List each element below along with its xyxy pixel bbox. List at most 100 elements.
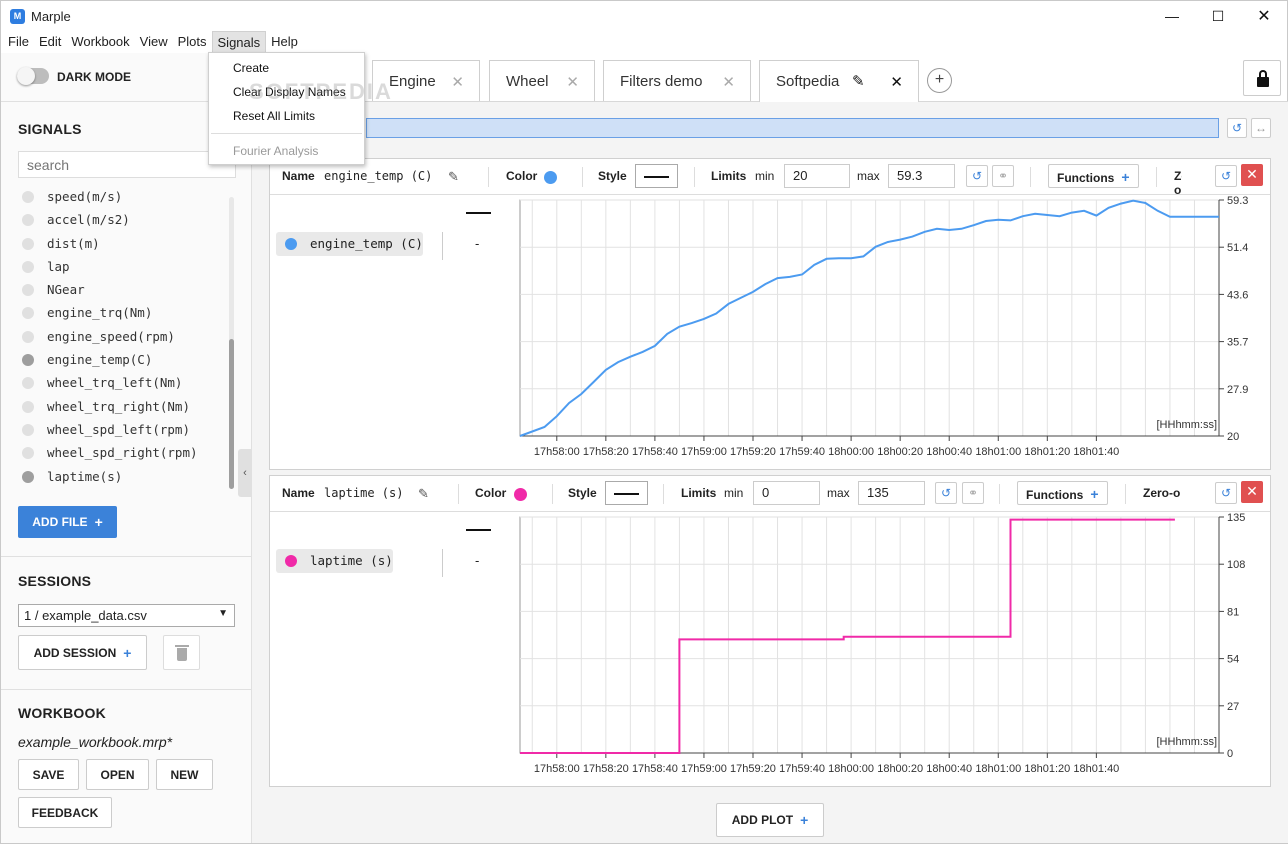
edit-name-pencil-icon[interactable]: ✎ [448,169,459,184]
signal-item[interactable]: engine_trq(Nm) [18,301,228,324]
menu-file[interactable]: File [8,34,29,49]
reset-plot-icon[interactable]: ↺ [1215,165,1237,187]
close-window-icon[interactable]: ✕ [1257,8,1271,25]
window-title: Marple [31,9,71,24]
signal-item[interactable]: wheel_trq_right(Nm) [18,395,228,418]
close-tab-icon[interactable]: ✕ [722,74,735,91]
expand-range-icon[interactable]: ↔ [1251,118,1271,138]
name-label: Name [282,486,315,500]
reset-range-icon[interactable]: ↺ [1227,118,1247,138]
reset-limits-icon[interactable]: ↺ [966,165,988,187]
tab-filters-demo[interactable]: Filters demo ✕ [603,60,751,101]
signal-toggle-dot[interactable] [22,237,34,250]
collapse-sidebar-icon[interactable]: ‹ [238,449,252,497]
save-button[interactable]: SAVE [18,759,79,790]
min-limit-input[interactable]: 0 [753,481,820,505]
signal-item[interactable]: accel(m/s2) [18,208,228,231]
minimize-icon[interactable]: — [1165,8,1179,24]
reset-plot-icon[interactable]: ↺ [1215,482,1237,504]
signal-item[interactable]: NGear [18,278,228,301]
menu-workbook[interactable]: Workbook [71,34,130,49]
min-limit-input[interactable]: 20 [784,164,850,188]
signal-toggle-dot[interactable] [22,307,34,320]
menu-edit[interactable]: Edit [38,34,62,49]
x-tick-label: 17h59:00 [681,446,727,458]
functions-button[interactable]: Functions + [1048,164,1139,188]
x-tick-label: 17h59:20 [730,763,776,775]
maximize-icon[interactable]: ☐ [1211,7,1225,24]
line-style-select[interactable] [605,481,648,505]
session-select[interactable]: 1 / example_data.csv ▼ [18,604,235,627]
signal-item[interactable]: lap [18,255,228,278]
signal-toggle-dot[interactable] [22,400,34,413]
menu-item-create[interactable]: Create [233,61,270,75]
y-tick-label: 27 [1227,701,1239,713]
signal-toggle-dot[interactable] [22,214,34,227]
edit-tab-pencil-icon[interactable]: ✎ [852,73,865,90]
menu-signals[interactable]: Signals [211,31,267,53]
signal-search-input[interactable] [18,151,236,178]
signal-item[interactable]: laptime(s) [18,465,228,488]
new-button[interactable]: NEW [156,759,213,790]
add-session-button[interactable]: ADD SESSION + [18,635,147,670]
add-plot-button[interactable]: ADD PLOT + [716,803,824,837]
functions-button[interactable]: Functions + [1017,481,1108,505]
tab-wheel[interactable]: Wheel ✕ [489,60,595,101]
signal-toggle-dot[interactable] [22,423,34,436]
signal-item[interactable]: speed(m/s) [18,185,228,208]
signal-item[interactable]: wheel_spd_right(rpm) [18,441,228,464]
menu-help[interactable]: Help [271,34,298,49]
tab-softpedia[interactable]: Softpedia ✎ ✕ [759,60,919,102]
max-limit-input[interactable]: 59.3 [888,164,955,188]
legend-entry[interactable]: engine_temp (C) [276,232,423,256]
signal-item[interactable]: dist(m) [18,232,228,255]
color-picker-dot[interactable] [544,171,557,184]
signal-toggle-dot[interactable] [22,377,34,390]
legend-entry[interactable]: laptime (s) [276,549,393,573]
signal-toggle-dot[interactable] [22,470,34,483]
dark-mode-toggle[interactable] [17,67,49,85]
link-limits-icon[interactable]: ⚭ [992,165,1014,187]
signal-toggle-dot[interactable] [22,260,34,273]
signal-toggle-dot[interactable] [22,330,34,343]
add-tab-icon[interactable]: + [927,68,952,93]
menu-view[interactable]: View [139,34,168,49]
feedback-button[interactable]: FEEDBACK [18,797,112,828]
signal-list-scroll-thumb[interactable] [229,339,234,489]
menu-plots[interactable]: Plots [177,34,207,49]
max-limit-input[interactable]: 135 [858,481,925,505]
edit-name-pencil-icon[interactable]: ✎ [418,486,429,501]
signal-toggle-dot[interactable] [22,354,34,367]
max-label: max [827,486,850,500]
close-tab-icon[interactable]: ✕ [566,74,579,91]
reset-limits-icon[interactable]: ↺ [935,482,957,504]
menu-item-clear-display-names[interactable]: Clear Display Names [233,85,346,99]
signal-name: speed(m/s) [47,189,123,204]
delete-plot-icon[interactable]: ✕ [1241,481,1263,503]
signal-toggle-dot[interactable] [22,447,34,460]
divider [1,689,251,690]
time-range-slider[interactable] [366,118,1219,138]
line-style-select[interactable] [635,164,678,188]
tab-engine[interactable]: Engine ✕ [372,60,480,101]
close-tab-icon[interactable]: ✕ [890,74,903,91]
menu-item-reset-all-limits[interactable]: Reset All Limits [233,109,316,123]
signal-toggle-dot[interactable] [22,191,34,203]
signal-item[interactable]: wheel_trq_left(Nm) [18,371,228,394]
signal-item[interactable]: engine_speed(rpm) [18,325,228,348]
link-limits-icon[interactable]: ⚭ [962,482,984,504]
open-button[interactable]: OPEN [86,759,149,790]
signal-toggle-dot[interactable] [22,284,34,297]
signal-item[interactable]: engine_temp(C) [18,348,228,371]
color-picker-dot[interactable] [514,488,527,501]
close-tab-icon[interactable]: ✕ [451,74,464,91]
delete-session-trash-icon[interactable] [163,635,200,670]
delete-plot-icon[interactable]: ✕ [1241,164,1263,186]
add-file-button[interactable]: ADD FILE + [18,506,117,538]
lock-icon[interactable] [1243,60,1281,96]
legend-signal-name: engine_temp (C) [310,236,423,251]
signal-item[interactable]: wheel_spd_left(rpm) [18,418,228,441]
